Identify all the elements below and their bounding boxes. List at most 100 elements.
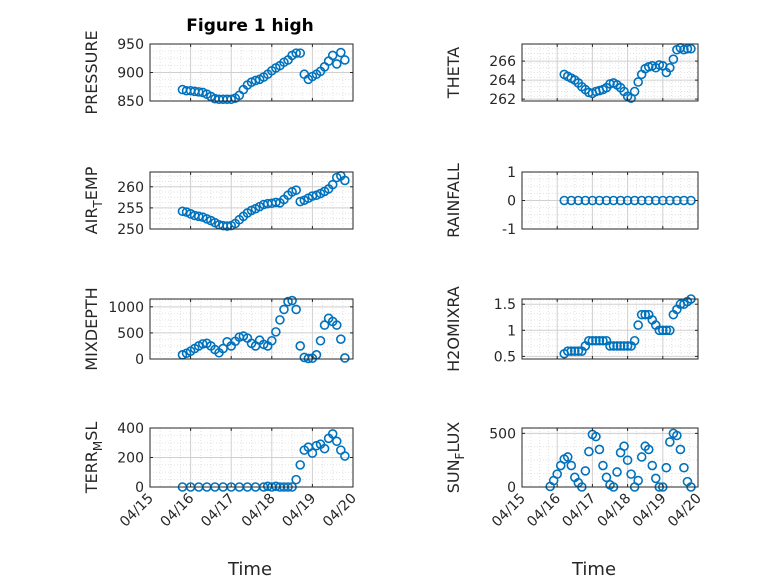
data-point — [587, 195, 598, 206]
y-tick-label: 266 — [489, 54, 516, 70]
data-point — [636, 309, 647, 320]
data-point — [340, 353, 350, 363]
series-markers — [559, 294, 696, 359]
x-tick-label: 04/15 — [117, 491, 157, 531]
data-point — [643, 444, 654, 455]
data-point — [279, 304, 289, 315]
data-point — [562, 452, 573, 462]
y-tick-label: 1000 — [108, 300, 144, 316]
panel-sun-flux: 0 500 SUNFLUX 04/1504/1604/1704/1804/1904/2… — [444, 422, 705, 531]
data-point — [580, 195, 591, 206]
data-point — [319, 320, 330, 330]
y-axis-label: H2OMIXRA — [444, 286, 463, 372]
data-point — [552, 469, 563, 479]
y-tick-label: 262 — [489, 92, 516, 108]
data-point — [340, 175, 350, 186]
data-point — [661, 462, 672, 473]
series-markers — [177, 47, 350, 105]
data-point — [336, 47, 346, 58]
data-point — [661, 325, 672, 336]
y-tick-label: 0 — [507, 480, 516, 496]
data-point — [177, 206, 188, 217]
data-point — [612, 467, 622, 477]
data-point — [622, 195, 633, 206]
data-point — [307, 448, 318, 458]
data-point — [640, 309, 651, 320]
data-point — [584, 335, 594, 346]
data-point — [573, 346, 584, 356]
x-tick-label: 04/17 — [198, 491, 238, 531]
data-point — [619, 441, 629, 452]
y-tick-label: 0 — [135, 480, 144, 496]
panel-mixdepth: 0 500 1000 MIXDEPTH — [82, 287, 354, 371]
y-tick-label: 500 — [117, 326, 144, 342]
data-point — [336, 334, 346, 344]
data-point — [672, 430, 682, 441]
data-point — [626, 469, 636, 479]
data-point — [622, 455, 633, 465]
data-point — [615, 195, 626, 206]
data-point — [594, 444, 605, 455]
data-point — [295, 460, 306, 470]
y-tick-label: 850 — [117, 94, 144, 110]
x-tick-label: 04/19 — [630, 491, 670, 531]
data-point — [636, 452, 647, 462]
x-axis-label-left: Time — [227, 559, 272, 580]
y-tick-label: 1 — [507, 165, 516, 181]
y-axis-label: SUNFLUX — [444, 422, 467, 494]
data-point — [193, 211, 204, 222]
data-point — [608, 195, 619, 206]
panel-h2omixra: 0.5 1 1.5 H2OMIXRA — [444, 286, 699, 372]
data-point — [327, 179, 338, 190]
y-tick-label: 260 — [117, 180, 144, 196]
data-point — [562, 346, 573, 356]
y-tick-label: 1.5 — [494, 297, 516, 313]
data-point — [283, 296, 293, 307]
y-tick-label: 400 — [117, 421, 144, 437]
x-tick-label: 04/18 — [595, 491, 635, 531]
data-point — [566, 460, 577, 471]
data-point — [636, 195, 647, 206]
y-tick-label: -1 — [502, 222, 516, 238]
data-point — [622, 341, 633, 351]
x-tick-label: 04/20 — [665, 491, 705, 531]
data-point — [682, 43, 693, 54]
data-point — [679, 462, 689, 473]
data-point — [569, 346, 580, 356]
data-point — [584, 446, 594, 457]
data-point — [598, 460, 608, 471]
panel-terr-msl: 0 200 400 TERRMSL 04/15 04/16 04/17 04/18 04/19 0… — [82, 421, 360, 530]
axes-box — [521, 298, 699, 360]
panel-air-temp: 250 255 260 AIRTEMP — [82, 166, 354, 238]
data-point — [291, 474, 301, 485]
data-point — [605, 341, 615, 351]
x-tick-label: 04/16 — [524, 490, 564, 530]
data-point — [608, 341, 619, 351]
y-tick-label: 0.5 — [494, 349, 516, 365]
data-point — [250, 75, 261, 86]
data-point — [686, 43, 696, 54]
series-markers — [559, 195, 696, 206]
data-point — [295, 48, 306, 58]
data-point — [295, 341, 306, 351]
data-point — [601, 195, 612, 206]
data-point — [331, 59, 342, 69]
axes-box — [149, 171, 354, 230]
data-point — [591, 431, 601, 442]
y-axis-label: RAINFALL — [444, 163, 463, 238]
data-point — [647, 460, 658, 471]
data-point — [633, 475, 643, 486]
data-point — [672, 195, 682, 206]
data-point — [619, 341, 629, 351]
data-point — [226, 94, 236, 105]
y-tick-label: 500 — [489, 426, 516, 442]
axes-box — [521, 43, 699, 102]
data-point — [665, 62, 675, 73]
data-point — [598, 335, 608, 346]
y-axis-label: MIXDEPTH — [82, 287, 101, 370]
data-point — [559, 195, 570, 206]
data-point — [340, 451, 350, 461]
data-point — [287, 295, 297, 306]
data-point — [271, 197, 281, 208]
